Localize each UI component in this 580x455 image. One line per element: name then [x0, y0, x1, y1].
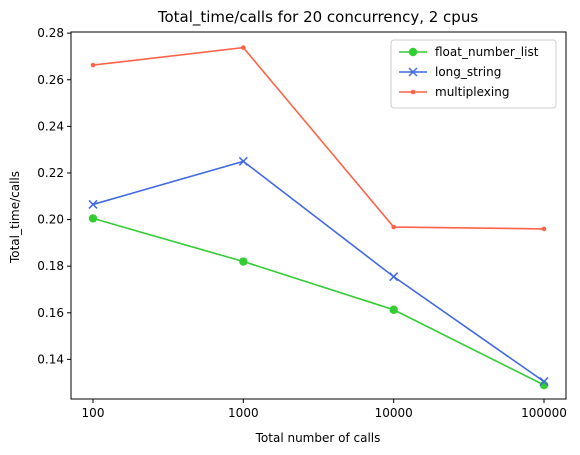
- y-axis-label: Total_time/calls: [8, 171, 22, 264]
- legend-box: [390, 39, 557, 109]
- y-tick-label: 0.14: [37, 352, 64, 366]
- data-point-long_string-3: [539, 376, 549, 387]
- data-point-multiplexing-3: [541, 226, 547, 232]
- data-point-multiplexing-1: [241, 45, 246, 50]
- y-tick-label: 0.18: [37, 259, 64, 273]
- axes-frame: [70, 31, 567, 400]
- y-tick-label: 0.20: [37, 213, 64, 227]
- legend-label: multiplexing: [435, 85, 509, 99]
- legend: float_number_list long_string multiplexing: [390, 39, 557, 109]
- legend-item-long_string: long_string: [399, 65, 501, 79]
- y-tick-label: 0.22: [37, 166, 64, 180]
- x-axis-label: Total number of calls: [255, 431, 381, 445]
- legend-item-float_number_list: float_number_list: [399, 45, 539, 59]
- y-tick-label: 0.28: [37, 26, 64, 40]
- chart-title: Total_time/calls for 20 concurrency, 2 c…: [157, 8, 478, 27]
- x-tick-label: 1000: [228, 406, 259, 420]
- data-point-float_number_list-1: [239, 257, 248, 266]
- x-tick-label: 10000: [375, 406, 413, 420]
- y-tick-label: 0.26: [37, 73, 64, 87]
- legend-marker: [408, 67, 418, 77]
- data-point-long_string-1: [238, 156, 248, 166]
- data-point-long_string-0: [88, 199, 98, 209]
- data-point-float_number_list-0: [88, 214, 98, 223]
- series-line-multiplexing: [92, 46, 545, 230]
- legend-label: long_string: [435, 65, 501, 79]
- legend-marker: [408, 47, 418, 57]
- y-tick-label: 0.16: [37, 306, 64, 320]
- legend-label: float_number_list: [435, 45, 539, 59]
- legend-item-multiplexing: multiplexing: [399, 85, 509, 99]
- data-point-multiplexing-2: [391, 224, 396, 230]
- data-point-multiplexing-0: [90, 62, 96, 68]
- data-point-long_string-2: [389, 272, 399, 282]
- series-line-float_number_list: [92, 217, 545, 386]
- legend-marker: [410, 89, 416, 95]
- plot-area: 0.14 0.16 0.18 0.20 0.22 0.24 0.26 0.28 100 1000 1…: [37, 26, 567, 420]
- x-tick-label: 100000: [521, 406, 567, 420]
- x-tick-label: 100: [82, 406, 105, 420]
- series-line-long_string: [92, 160, 545, 383]
- y-tick-label: 0.24: [37, 119, 64, 133]
- data-point-float_number_list-2: [389, 305, 398, 314]
